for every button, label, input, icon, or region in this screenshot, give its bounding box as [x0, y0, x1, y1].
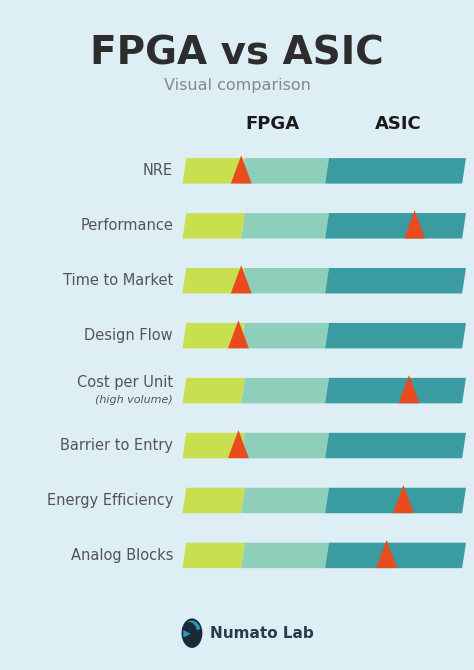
- Polygon shape: [325, 488, 466, 513]
- Polygon shape: [182, 488, 245, 513]
- Polygon shape: [228, 430, 249, 458]
- Polygon shape: [376, 540, 397, 568]
- Text: Numato Lab: Numato Lab: [210, 626, 314, 641]
- Polygon shape: [241, 213, 329, 239]
- Polygon shape: [325, 433, 466, 458]
- Text: Analog Blocks: Analog Blocks: [71, 548, 173, 563]
- Polygon shape: [241, 323, 329, 348]
- Polygon shape: [228, 320, 249, 348]
- Polygon shape: [325, 158, 466, 184]
- Text: Design Flow: Design Flow: [84, 328, 173, 343]
- Text: Performance: Performance: [80, 218, 173, 233]
- Polygon shape: [241, 543, 329, 568]
- Polygon shape: [404, 210, 425, 239]
- Polygon shape: [182, 213, 245, 239]
- Polygon shape: [231, 265, 252, 293]
- Text: FPGA vs ASIC: FPGA vs ASIC: [90, 35, 384, 72]
- Polygon shape: [325, 213, 466, 239]
- Text: (high volume): (high volume): [95, 395, 173, 405]
- Text: Cost per Unit: Cost per Unit: [77, 375, 173, 390]
- Polygon shape: [325, 378, 466, 403]
- Text: ASIC: ASIC: [375, 115, 421, 133]
- Polygon shape: [182, 268, 245, 293]
- Text: FPGA: FPGA: [246, 115, 300, 133]
- Polygon shape: [182, 158, 245, 184]
- Text: NRE: NRE: [143, 163, 173, 178]
- Polygon shape: [325, 543, 466, 568]
- Text: Time to Market: Time to Market: [63, 273, 173, 288]
- Polygon shape: [182, 378, 245, 403]
- Polygon shape: [393, 485, 414, 513]
- Text: Visual comparison: Visual comparison: [164, 78, 310, 93]
- Polygon shape: [241, 433, 329, 458]
- Polygon shape: [325, 268, 466, 293]
- Circle shape: [182, 618, 202, 648]
- Polygon shape: [182, 323, 245, 348]
- Polygon shape: [241, 488, 329, 513]
- Polygon shape: [399, 375, 419, 403]
- Polygon shape: [241, 378, 329, 403]
- Polygon shape: [182, 433, 245, 458]
- Polygon shape: [182, 543, 245, 568]
- Polygon shape: [325, 323, 466, 348]
- Polygon shape: [241, 268, 329, 293]
- Wedge shape: [182, 622, 197, 637]
- Polygon shape: [241, 158, 329, 184]
- Polygon shape: [231, 155, 252, 184]
- Text: Barrier to Entry: Barrier to Entry: [60, 438, 173, 453]
- Wedge shape: [183, 620, 201, 637]
- Text: Energy Efficiency: Energy Efficiency: [46, 493, 173, 508]
